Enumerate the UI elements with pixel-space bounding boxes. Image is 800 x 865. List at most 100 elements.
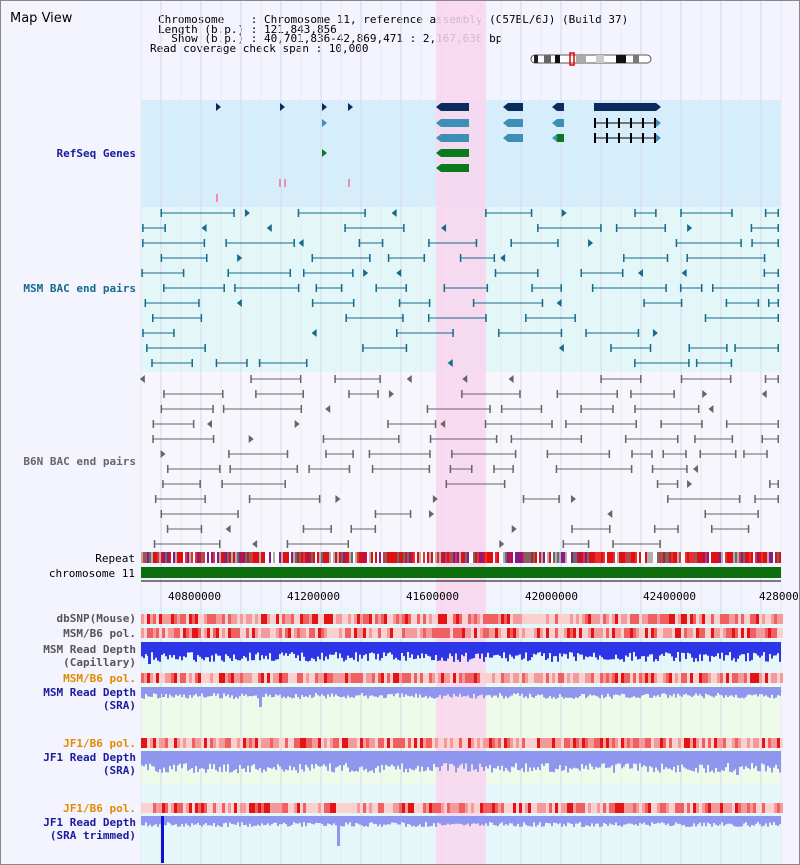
heat-cell [708, 673, 711, 683]
track-label-msm-depth-sra[interactable]: MSM Read Depth [43, 686, 136, 699]
heat-cell [213, 628, 216, 638]
depth-bar [485, 687, 487, 696]
repeat-segment [177, 552, 179, 563]
repeat-segment [761, 552, 763, 563]
heat-cell [684, 738, 687, 748]
depth-bar [587, 751, 589, 770]
depth-bar [429, 687, 431, 697]
heat-cell [471, 614, 474, 624]
heat-cell [351, 673, 354, 683]
depth-bar [193, 751, 195, 773]
track-label-chromosome[interactable]: chromosome 11 [48, 567, 135, 580]
heat-cell [321, 673, 324, 683]
track-label-jf1-b6-pol[interactable]: JF1/B6 pol. [63, 737, 136, 750]
bac-end-arrow [237, 254, 243, 262]
track-label-jf1-depth-trimmed-sub[interactable]: (SRA trimmed) [49, 829, 136, 842]
depth-bar [501, 687, 503, 696]
heat-cell [189, 803, 192, 813]
depth-bar [413, 751, 415, 771]
bac-end [315, 284, 318, 292]
heat-cell [360, 673, 363, 683]
depth-bar [727, 816, 729, 824]
selection-highlight[interactable] [436, 1, 486, 864]
msm-bac-track[interactable] [141, 209, 779, 367]
refseq-genes-track[interactable] [216, 103, 661, 202]
bac-end [255, 390, 257, 398]
b6n-bac-track[interactable] [139, 375, 779, 548]
depth-bar [711, 687, 713, 697]
track-label-msm-depth-capillary[interactable]: MSM Read Depth [43, 643, 136, 656]
track-label-b6n-bac[interactable]: B6N BAC end pairs [23, 455, 136, 468]
heat-cell [495, 673, 498, 683]
track-label-msm-b6-pol[interactable]: MSM/B6 pol. [63, 627, 136, 640]
track-label-jf1-b6-pol-trimmed[interactable]: JF1/B6 pol. [63, 802, 136, 815]
track-label-jf1-depth-sra[interactable]: JF1 Read Depth [43, 751, 136, 764]
depth-bar [359, 687, 361, 696]
chromosome-bar[interactable] [141, 567, 781, 578]
depth-bar [159, 687, 161, 698]
heat-cell [681, 614, 684, 624]
depth-bar [353, 687, 355, 698]
depth-bar [571, 751, 573, 770]
depth-bar [285, 751, 287, 770]
track-label-msm-depth-capillary-sub[interactable]: (Capillary) [63, 656, 136, 669]
heat-cell [645, 738, 648, 748]
track-label-jf1-depth-sra-sub[interactable]: (SRA) [102, 764, 136, 777]
heat-cell [657, 803, 660, 813]
repeat-segment [385, 552, 387, 563]
repeat-segment [451, 552, 453, 563]
heat-cell [627, 673, 630, 683]
bac-end [757, 299, 760, 307]
heat-cell [483, 738, 486, 748]
track-label-refseq[interactable]: RefSeq Genes [56, 147, 136, 160]
heat-cell [690, 738, 693, 748]
bac-end [358, 239, 361, 247]
depth-bar [487, 751, 489, 769]
depth-bar [709, 642, 711, 662]
track-label-repeat[interactable]: Repeat [95, 552, 135, 565]
polymorphism-heat-tracks[interactable] [141, 614, 783, 813]
depth-bar [753, 687, 755, 695]
heat-cell [738, 738, 741, 748]
track-label-msm-b6-pol-sra[interactable]: MSM/B6 pol. [63, 672, 136, 685]
repeat-segment [461, 552, 463, 563]
depth-bar [753, 816, 755, 826]
heat-cell [258, 673, 261, 683]
heat-cell [609, 628, 612, 638]
track-label-jf1-depth-trimmed[interactable]: JF1 Read Depth [43, 816, 136, 829]
track-label-msm-depth-sra-sub[interactable]: (SRA) [102, 699, 136, 712]
bac-end [485, 209, 487, 217]
track-label-msm-bac[interactable]: MSM BAC end pairs [23, 282, 136, 295]
heat-cell [186, 738, 189, 748]
track-label-dbsnp[interactable]: dbSNP(Mouse) [56, 612, 136, 625]
heat-cell [144, 614, 147, 624]
depth-bar [563, 642, 565, 654]
depth-bar [603, 751, 605, 764]
repeat-track[interactable] [141, 552, 781, 563]
heat-cell [231, 738, 234, 748]
chromosome-ideogram[interactable] [530, 52, 652, 66]
depth-bar [359, 816, 361, 825]
depth-bar [449, 816, 451, 825]
bac-end-arrow [406, 375, 412, 383]
heat-cell [417, 614, 420, 624]
depth-bar [731, 816, 733, 825]
bac-end [514, 450, 517, 458]
depth-bar [715, 816, 717, 825]
heat-cell [585, 614, 588, 624]
heat-cell [228, 738, 231, 748]
depth-bar [381, 751, 383, 765]
depth-bar [555, 816, 557, 823]
depth-bar [647, 816, 649, 825]
read-depth-tracks[interactable] [141, 642, 781, 863]
heat-cell [564, 803, 567, 813]
depth-bar [589, 642, 591, 657]
heat-cell [519, 803, 522, 813]
heat-cell [453, 673, 456, 683]
depth-bar [269, 751, 271, 769]
bac-end [503, 480, 506, 488]
depth-bar [683, 816, 685, 825]
repeat-segment [675, 552, 677, 563]
depth-bar [363, 816, 365, 827]
